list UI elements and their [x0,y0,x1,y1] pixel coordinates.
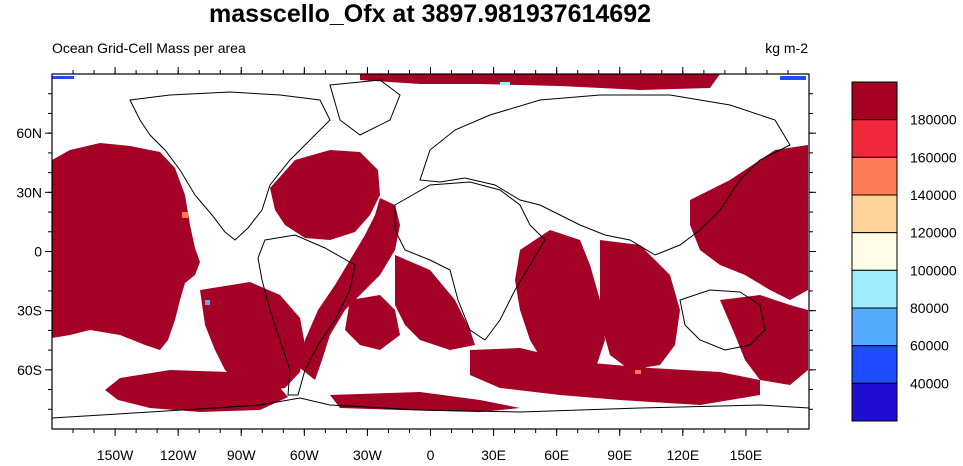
colorbar-swatch [851,156,898,196]
colorbar-swatch [851,307,898,347]
colorbar-swatch [851,81,898,121]
lat-tick-label: 30N [16,184,42,200]
lon-tick-label: 30E [481,447,506,463]
colorbar-swatch [851,269,898,309]
lon-tick-label: 60W [290,447,320,463]
lon-tick-label: 120E [666,447,699,463]
latitude-axis: 60N 30N 0 30S 60S [16,93,816,410]
map-title: masscello_Ofx at 3897.981937614692 [208,0,652,28]
lon-tick-label: 150E [730,447,763,463]
lat-tick-label: 0 [34,244,42,260]
colorbar: 180000 160000 140000 120000 100000 80000 60000… [851,81,957,422]
colorbar-label: 40000 [910,375,949,391]
variable-long-name: Ocean Grid-Cell Mass per area [52,40,246,56]
colorbar-swatch [851,382,898,422]
longitude-axis: 150W 120W 90W 60W 30W 0 30E 60E 90E 120E 150E [72,67,789,463]
lon-tick-label: 120W [160,447,197,463]
colorbar-label: 100000 [910,262,957,278]
colorbar-label: 160000 [910,149,957,165]
colorbar-swatch [851,232,898,271]
colorbar-swatch [851,194,898,234]
colorbar-swatch [851,345,898,384]
lon-tick-label: 150W [97,447,134,463]
colorbar-label: 120000 [910,225,957,241]
lon-tick-label: 30W [353,447,383,463]
colorbar-label: 180000 [910,112,957,128]
ocean-field [52,74,808,412]
lon-tick-label: 90W [227,447,257,463]
colorbar-label: 60000 [910,338,949,354]
lat-tick-label: 60N [16,125,42,141]
lon-tick-label: 60E [544,447,569,463]
lon-tick-label: 0 [427,447,435,463]
colorbar-label: 80000 [910,300,949,316]
units-label: kg m-2 [765,40,808,56]
lat-tick-label: 60S [17,362,42,378]
colorbar-label: 140000 [910,187,957,203]
coastlines [52,79,809,419]
lon-tick-label: 90E [607,447,632,463]
lat-tick-label: 30S [17,303,42,319]
colorbar-swatch [851,119,898,158]
